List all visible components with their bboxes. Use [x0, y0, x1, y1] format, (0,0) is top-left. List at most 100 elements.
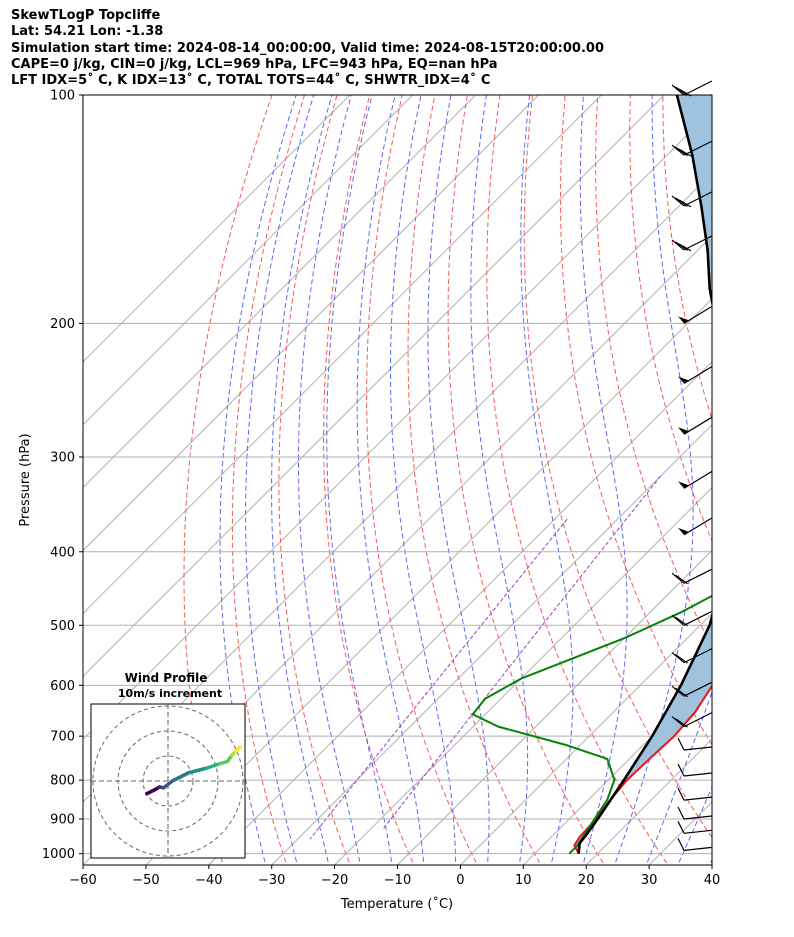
x-tick-label: −10 — [384, 873, 411, 888]
y-tick-label: 300 — [50, 450, 75, 465]
x-tick-label: −50 — [132, 873, 159, 888]
inset-subtitle: 10m/s increment — [118, 687, 222, 700]
wind-barb-icon — [677, 821, 713, 834]
isotherm-line — [522, 675, 712, 865]
isotherm-line — [396, 549, 712, 865]
moist-adiabat-line — [427, 95, 490, 865]
x-tick-label: 20 — [578, 873, 595, 888]
wind-barb-icon — [671, 80, 713, 97]
dry-adiabat-line — [728, 95, 794, 870]
dry-adiabat-line — [366, 95, 478, 865]
dry-adiabat-line — [486, 95, 669, 865]
temperature-line — [573, 684, 712, 855]
wind-barb-icon — [677, 787, 713, 801]
hodograph-segment — [234, 745, 242, 753]
hodograph-segment — [204, 762, 221, 770]
moist-adiabat-line — [520, 95, 574, 865]
dry-adiabat-line — [447, 95, 605, 865]
moist-adiabat-line — [677, 786, 712, 865]
chart-header: SkewTLogP Topcliffe Lat: 54.21 Lon: -1.3… — [11, 8, 604, 89]
isotherm-line — [83, 95, 665, 678]
y-tick-label: 200 — [50, 317, 75, 332]
stability-params-line: CAPE=0 j/kg, CIN=0 j/kg, LCL=969 hPa, LF… — [11, 56, 498, 72]
wind-barb-icon — [678, 416, 713, 435]
index-line: LFT IDX=5˚ C, K IDX=13˚ C, TOTAL TOTS=44… — [11, 73, 491, 89]
hodograph-segment — [187, 766, 208, 775]
x-tick-label: 40 — [704, 873, 721, 888]
wind-barb-icon — [677, 806, 713, 820]
isotherm-line — [711, 864, 712, 865]
wind-barb-icon — [671, 610, 713, 627]
parcel-line — [577, 95, 712, 854]
isotherm-line — [208, 361, 712, 865]
y-tick-label: 700 — [50, 730, 75, 745]
x-tick-label: −40 — [195, 873, 222, 888]
dry-adiabat-line — [183, 95, 273, 865]
y-tick-label: 800 — [50, 774, 75, 789]
moist-adiabat-line — [356, 95, 425, 865]
x-tick-label: −30 — [258, 873, 285, 888]
x-tick-label: −60 — [69, 873, 96, 888]
isotherm-line — [145, 298, 712, 865]
isotherm-line — [648, 801, 712, 865]
inset-title: Wind Profile — [125, 671, 208, 685]
isotherm-line — [83, 95, 602, 615]
wind-barb-icon — [677, 763, 713, 777]
y-tick-label: 600 — [50, 679, 75, 694]
isotherm-line — [83, 95, 476, 489]
x-tick-label: 10 — [515, 873, 532, 888]
dewpoint-line — [471, 594, 712, 855]
moist-adiabat-line — [298, 95, 361, 865]
hodograph-segment — [162, 779, 174, 790]
y-tick-label: 100 — [50, 89, 75, 104]
wind-barb-icon — [678, 517, 713, 536]
wind-barb-icon — [671, 568, 713, 585]
moist-adiabat-line — [708, 858, 712, 865]
y-axis-label: Pressure (hPa) — [18, 433, 33, 526]
isotherm-line — [585, 738, 712, 865]
wind-barb-icon — [677, 737, 713, 751]
mixing-ratio-line — [382, 475, 661, 830]
chart-title: SkewTLogP Topcliffe — [11, 8, 161, 23]
x-tick-label: −20 — [321, 873, 348, 888]
wind-barb-icon — [671, 648, 713, 664]
dry-adiabat-line — [761, 95, 794, 870]
moist-adiabat-line — [271, 95, 333, 865]
moist-adiabat-line — [579, 95, 628, 865]
x-tick-label: 30 — [641, 873, 658, 888]
wind-barb-icon — [677, 838, 713, 851]
isotherm-line — [333, 486, 712, 865]
isotherm-line — [459, 612, 712, 865]
y-tick-label: 500 — [50, 619, 75, 634]
dry-adiabat-line — [407, 95, 542, 865]
wind-barb-icon — [671, 712, 713, 728]
moist-adiabat-line — [245, 95, 315, 865]
wind-barb-icon — [678, 470, 713, 489]
x-axis-label: Temperature (˚C) — [340, 896, 453, 912]
dry-adiabat-line — [559, 95, 712, 746]
wind-barb-icon — [671, 191, 713, 208]
wind-barb-icon — [671, 681, 713, 698]
y-tick-label: 1000 — [42, 847, 75, 862]
time-line: Simulation start time: 2024-08-14_00:00:… — [11, 40, 604, 56]
y-tick-label: 400 — [50, 545, 75, 560]
isotherm-line — [83, 109, 712, 740]
isotherm-line — [83, 95, 414, 426]
moist-adiabat-line — [389, 95, 457, 865]
moist-adiabat-line — [326, 95, 393, 865]
cape-shading — [574, 95, 712, 854]
mixing-ratio-line — [309, 518, 568, 840]
moist-adiabat-line — [470, 95, 529, 865]
wind-barb-icon — [671, 140, 713, 157]
isotherm-line — [83, 95, 351, 363]
dry-adiabat-line — [231, 95, 305, 865]
dry-adiabat-line — [662, 95, 712, 421]
moist-adiabat-line — [614, 95, 694, 865]
location-line: Lat: 54.21 Lon: -1.38 — [11, 24, 164, 40]
x-tick-label: 0 — [456, 873, 464, 888]
moist-adiabat-line — [219, 95, 297, 865]
isotherm-line — [83, 95, 539, 552]
moist-adiabat-line — [645, 690, 712, 865]
dry-adiabat-line — [278, 95, 351, 865]
